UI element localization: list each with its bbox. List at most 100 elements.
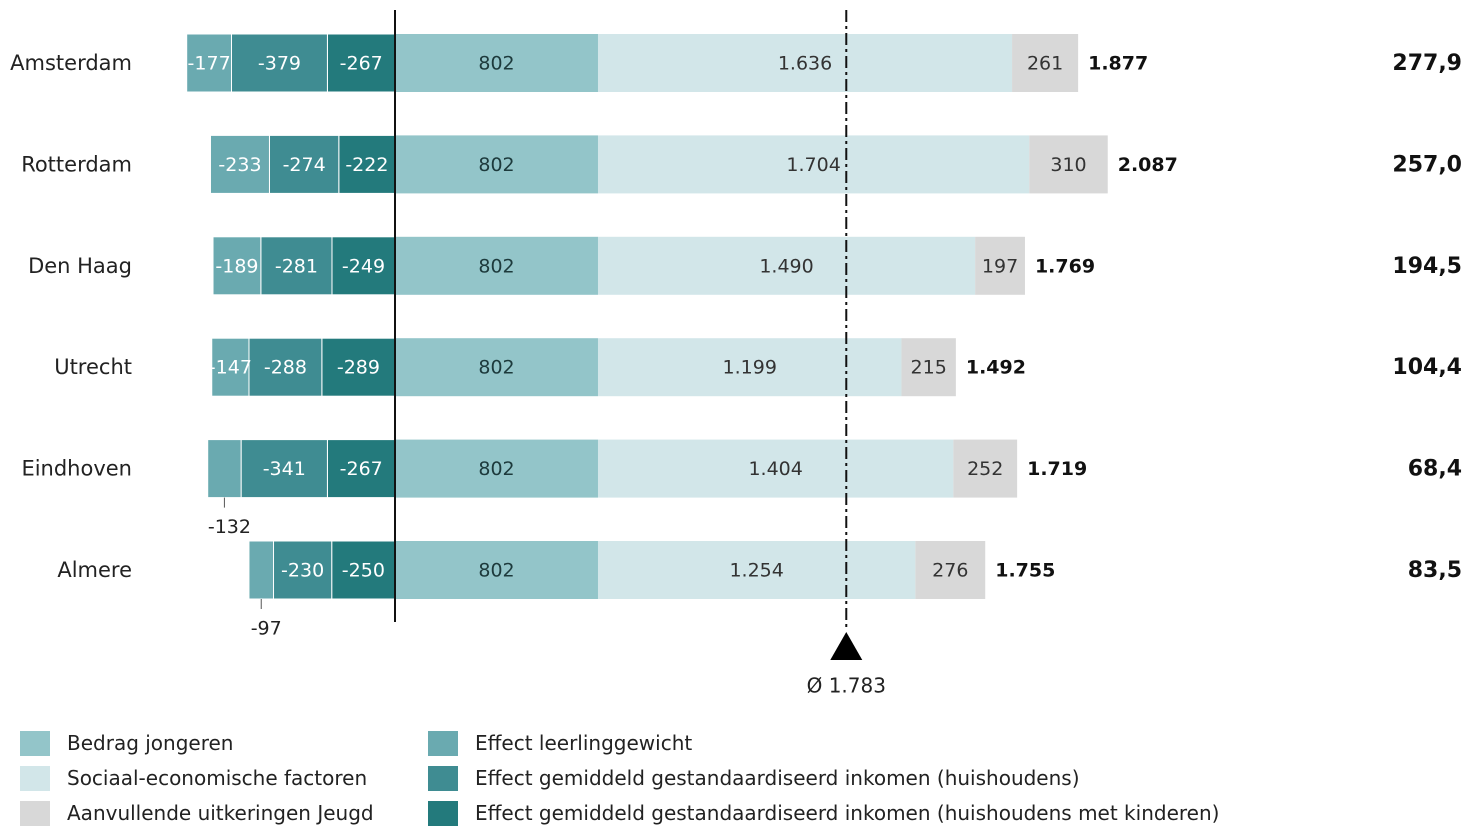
legend-swatch [428,731,458,756]
data-label: 802 [478,357,514,379]
bar-segment [395,34,598,92]
data-label: 1.704 [786,154,840,176]
legend-swatch [20,731,50,756]
bar-segment [597,439,954,498]
right-value: 194,5 [1392,254,1462,279]
bar-segment [597,338,902,397]
bar-segment [338,134,396,194]
bar-segment [248,337,323,397]
bar-segment [230,33,328,93]
data-label: 802 [478,560,514,582]
data-label: -250 [342,560,385,582]
bar-segment [326,439,396,499]
bar-segment [211,337,250,397]
data-label: -97 [251,618,282,640]
bar-segment [395,439,598,498]
data-label: 1.636 [778,53,832,75]
right-value: 277,9 [1392,51,1462,76]
bar-segment [597,236,976,295]
bar-segment [901,338,956,397]
category-label: Eindhoven [21,457,132,481]
data-label: -132 [208,516,251,538]
bar-segment [1029,135,1108,194]
data-label: 802 [478,53,514,75]
data-label: -230 [281,560,324,582]
bar-segment [395,135,598,194]
data-label: -379 [258,53,301,75]
total-label: 1.755 [995,560,1055,582]
legend-label: Bedrag jongeren [67,731,234,755]
legend-swatch [20,801,50,826]
data-label: 215 [911,357,947,379]
legend: Bedrag jongeren Effect leerlinggewicht S… [20,730,1460,830]
data-label: 802 [478,255,514,277]
bar-segment [273,540,333,600]
stacked-bar-chart: Amsterdam -267 -379 -177 802 1.636 261 1.877 277… [10,10,1462,698]
bar-segment [953,439,1018,498]
category-label: Utrecht [54,355,132,379]
data-label: -274 [283,154,326,176]
data-label: -249 [342,255,385,277]
data-label: 261 [1027,53,1063,75]
bar-segment [395,338,598,397]
bar-segment [395,236,598,295]
total-label: 1.719 [1027,458,1087,480]
bar-segment [597,135,1030,194]
bar-segment [331,540,396,600]
legend-swatch [428,801,458,826]
bar-segment [260,236,333,296]
bar-segment [915,541,986,599]
category-label: Rotterdam [21,152,132,176]
bar-segment [321,337,396,397]
legend-swatch [428,766,458,791]
average-marker [830,632,863,660]
data-label: 197 [982,255,1018,277]
data-label: -222 [345,154,388,176]
bar-segment [1012,34,1079,92]
right-value: 68,4 [1408,457,1462,482]
bar-segment [186,33,232,93]
legend-label: Effect leerlinggewicht [475,731,693,755]
total-label: 1.492 [966,357,1026,379]
data-label: -233 [218,154,261,176]
total-label: 2.087 [1118,154,1178,176]
category-label: Den Haag [28,254,132,278]
data-label: -341 [263,458,306,480]
data-label: 276 [932,560,968,582]
right-value: 83,5 [1408,558,1462,583]
data-label: -189 [215,255,258,277]
legend-swatch [20,766,50,791]
total-label: 1.877 [1088,53,1148,75]
total-label: 1.769 [1035,255,1095,277]
data-label: -289 [337,357,380,379]
data-label: 802 [478,458,514,480]
bar-segment [597,541,916,599]
data-label: 1.199 [723,357,777,379]
bar-segment [326,33,396,93]
category-label: Almere [57,558,132,582]
bar-segment [248,540,275,600]
legend-label: Effect gemiddeld gestandaardiseerd inkom… [475,766,1080,790]
category-label: Amsterdam [10,51,132,75]
right-value: 257,0 [1392,152,1462,177]
bar-segment [209,134,270,194]
data-label: -288 [264,357,307,379]
data-label: 252 [967,458,1003,480]
legend-label: Sociaal-economische factoren [67,766,368,790]
data-label: 310 [1050,154,1086,176]
average-label: Ø 1.783 [807,674,886,698]
bar-segment [207,439,242,499]
data-label: -267 [340,458,383,480]
bar-segment [212,236,262,296]
data-label: -281 [275,255,318,277]
data-label: -147 [209,357,252,379]
right-value: 104,4 [1392,355,1462,380]
bar-segment [975,236,1025,295]
legend-label: Effect gemiddeld gestandaardiseerd inkom… [475,801,1220,825]
bar-segment [268,134,340,194]
legend-label: Aanvullende uitkeringen Jeugd [67,801,374,825]
bar-segment [597,34,1013,92]
data-label: 802 [478,154,514,176]
data-label: 1.404 [748,458,802,480]
data-label: -267 [340,53,383,75]
